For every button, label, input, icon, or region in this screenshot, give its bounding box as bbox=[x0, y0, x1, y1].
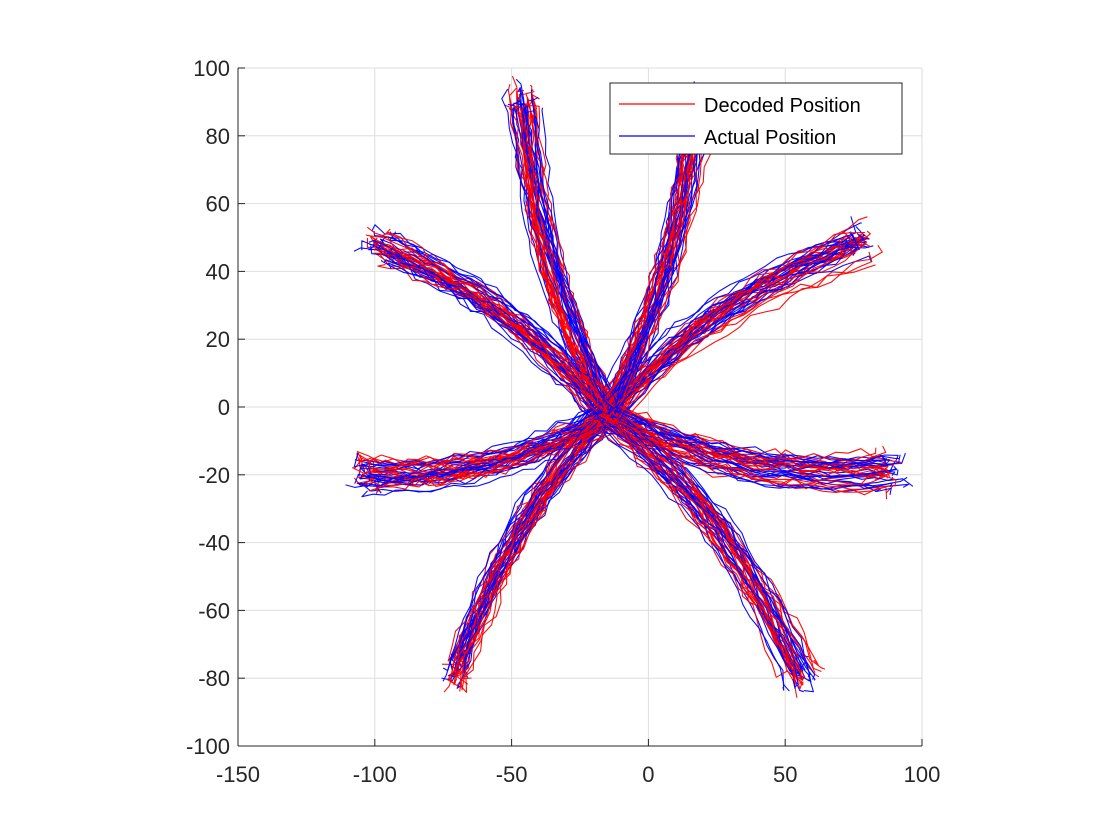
x-tick-label: -100 bbox=[353, 762, 397, 787]
decoded-trajectory bbox=[368, 411, 607, 470]
actual-trajectory bbox=[613, 409, 914, 487]
y-tick-label: 0 bbox=[218, 395, 230, 420]
decoded-trajectory bbox=[608, 414, 880, 496]
actual-trajectory bbox=[613, 408, 816, 680]
decoded-trajectory bbox=[529, 94, 597, 408]
decoded-trajectory bbox=[525, 90, 599, 413]
actual-trajectory bbox=[388, 247, 615, 411]
decoded-trajectory bbox=[453, 407, 617, 686]
decoded-trajectory bbox=[366, 226, 610, 422]
actual-trajectory bbox=[600, 426, 790, 692]
decoded-trajectory bbox=[358, 421, 597, 480]
x-tick-label: -150 bbox=[216, 762, 260, 787]
x-tick-label: -50 bbox=[496, 762, 528, 787]
y-tick-label: -60 bbox=[198, 598, 230, 623]
decoded-trajectory bbox=[446, 419, 606, 689]
actual-trajectory bbox=[459, 430, 599, 668]
decoded-trajectory bbox=[593, 411, 895, 470]
decoded-trajectory bbox=[365, 234, 611, 416]
decoded-trajectory bbox=[602, 411, 897, 487]
decoded-trajectory bbox=[609, 231, 866, 415]
decoded-trajectory bbox=[600, 415, 804, 679]
plot-area: -150 -100 -50 0 50 100 -100 -80 -60 -40 -20 0 20 40 60… bbox=[186, 56, 940, 787]
y-tick-label: 20 bbox=[206, 327, 230, 352]
actual-trajectory bbox=[603, 245, 874, 413]
decoded-trajectory bbox=[608, 243, 871, 418]
decoded-trajectory bbox=[459, 399, 612, 692]
decoded-trajectory bbox=[605, 405, 797, 685]
actual-trajectory bbox=[607, 234, 860, 401]
actual-trajectory bbox=[368, 239, 607, 429]
decoded-trajectory bbox=[610, 241, 867, 427]
decoded-trajectory bbox=[607, 113, 714, 413]
decoded-trajectory bbox=[465, 413, 612, 657]
y-tick-label: -80 bbox=[198, 666, 230, 691]
actual-trajectory bbox=[600, 410, 891, 464]
y-tick-label: -40 bbox=[198, 531, 230, 556]
decoded-trajectory bbox=[515, 105, 604, 408]
actual-trajectory bbox=[616, 231, 856, 428]
decoded-trajectory bbox=[369, 235, 617, 409]
x-tick-label: 50 bbox=[773, 762, 797, 787]
actual-trajectory bbox=[595, 239, 849, 409]
axes-frame bbox=[237, 67, 923, 747]
actual-trajectory bbox=[455, 409, 610, 669]
legend-label-actual: Actual Position bbox=[704, 127, 836, 149]
actual-trajectory bbox=[612, 244, 864, 409]
actual-trajectory bbox=[614, 233, 864, 415]
y-tick-label: 60 bbox=[206, 192, 230, 217]
decoded-trajectory bbox=[602, 233, 865, 413]
actual-trajectory bbox=[442, 408, 601, 672]
y-tick-label: 100 bbox=[193, 56, 230, 81]
y-tick-label: -20 bbox=[198, 463, 230, 488]
y-tick-label: 80 bbox=[206, 124, 230, 149]
x-tick-label: 100 bbox=[904, 762, 941, 787]
decoded-trajectory bbox=[605, 419, 802, 685]
decoded-trajectory bbox=[520, 103, 610, 421]
actual-trajectory bbox=[368, 411, 614, 482]
actual-trajectory bbox=[525, 110, 614, 422]
decoded-trajectory bbox=[605, 423, 877, 463]
decoded-trajectory bbox=[374, 415, 612, 493]
decoded-trajectory bbox=[525, 105, 612, 422]
actual-trajectory bbox=[606, 235, 851, 430]
decoded-trajectory bbox=[599, 422, 796, 678]
actual-trajectory bbox=[353, 401, 621, 468]
actual-trajectory bbox=[369, 243, 603, 424]
decoded-trajectory bbox=[451, 412, 607, 673]
tick-labels: -150 -100 -50 0 50 100 -100 -80 -60 -40 -20 0 20 40 60… bbox=[186, 56, 940, 787]
legend-label-decoded: Decoded Position bbox=[704, 95, 861, 117]
decoded-trajectory bbox=[613, 393, 803, 690]
legend-box bbox=[609, 82, 903, 155]
actual-trajectory bbox=[600, 400, 901, 470]
decoded-trajectory bbox=[604, 412, 799, 658]
legend: Decoded Position Actual Position bbox=[609, 82, 903, 155]
decoded-trajectory bbox=[604, 117, 693, 412]
actual-trajectory bbox=[367, 398, 610, 476]
y-tick-label: 40 bbox=[206, 259, 230, 284]
y-tick-label: -100 bbox=[186, 734, 230, 759]
decoded-trajectory bbox=[613, 235, 853, 407]
decoded-trajectory bbox=[616, 413, 888, 486]
actual-trajectory bbox=[361, 240, 603, 419]
actual-trajectory bbox=[608, 416, 898, 478]
x-tick-label: 0 bbox=[642, 762, 654, 787]
actual-trajectory bbox=[464, 425, 605, 657]
decoded-trajectory bbox=[611, 419, 892, 477]
decoded-trajectory bbox=[373, 252, 605, 410]
decoded-trajectory bbox=[605, 417, 883, 480]
decoded-trajectory bbox=[524, 96, 607, 411]
decoded-trajectory bbox=[607, 233, 863, 413]
